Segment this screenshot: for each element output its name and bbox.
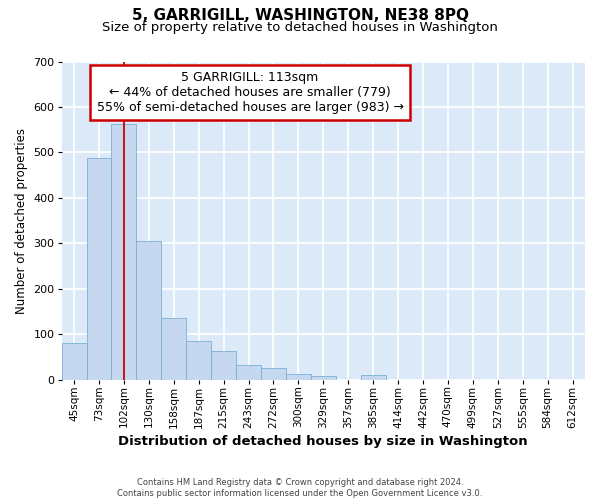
Bar: [261, 368, 286, 380]
Bar: [186, 341, 211, 380]
Bar: [236, 366, 261, 380]
Bar: [286, 374, 311, 380]
Text: 5, GARRIGILL, WASHINGTON, NE38 8PQ: 5, GARRIGILL, WASHINGTON, NE38 8PQ: [131, 8, 469, 22]
Text: Contains HM Land Registry data © Crown copyright and database right 2024.
Contai: Contains HM Land Registry data © Crown c…: [118, 478, 482, 498]
Text: Size of property relative to detached houses in Washington: Size of property relative to detached ho…: [102, 22, 498, 35]
Bar: [161, 318, 186, 380]
X-axis label: Distribution of detached houses by size in Washington: Distribution of detached houses by size …: [119, 434, 528, 448]
Text: 5 GARRIGILL: 113sqm
← 44% of detached houses are smaller (779)
55% of semi-detac: 5 GARRIGILL: 113sqm ← 44% of detached ho…: [97, 71, 404, 114]
Bar: [112, 124, 136, 380]
Bar: [311, 376, 336, 380]
Bar: [211, 351, 236, 380]
Bar: [86, 158, 112, 380]
Y-axis label: Number of detached properties: Number of detached properties: [15, 128, 28, 314]
Bar: [136, 241, 161, 380]
Bar: [361, 376, 386, 380]
Bar: [62, 342, 86, 380]
